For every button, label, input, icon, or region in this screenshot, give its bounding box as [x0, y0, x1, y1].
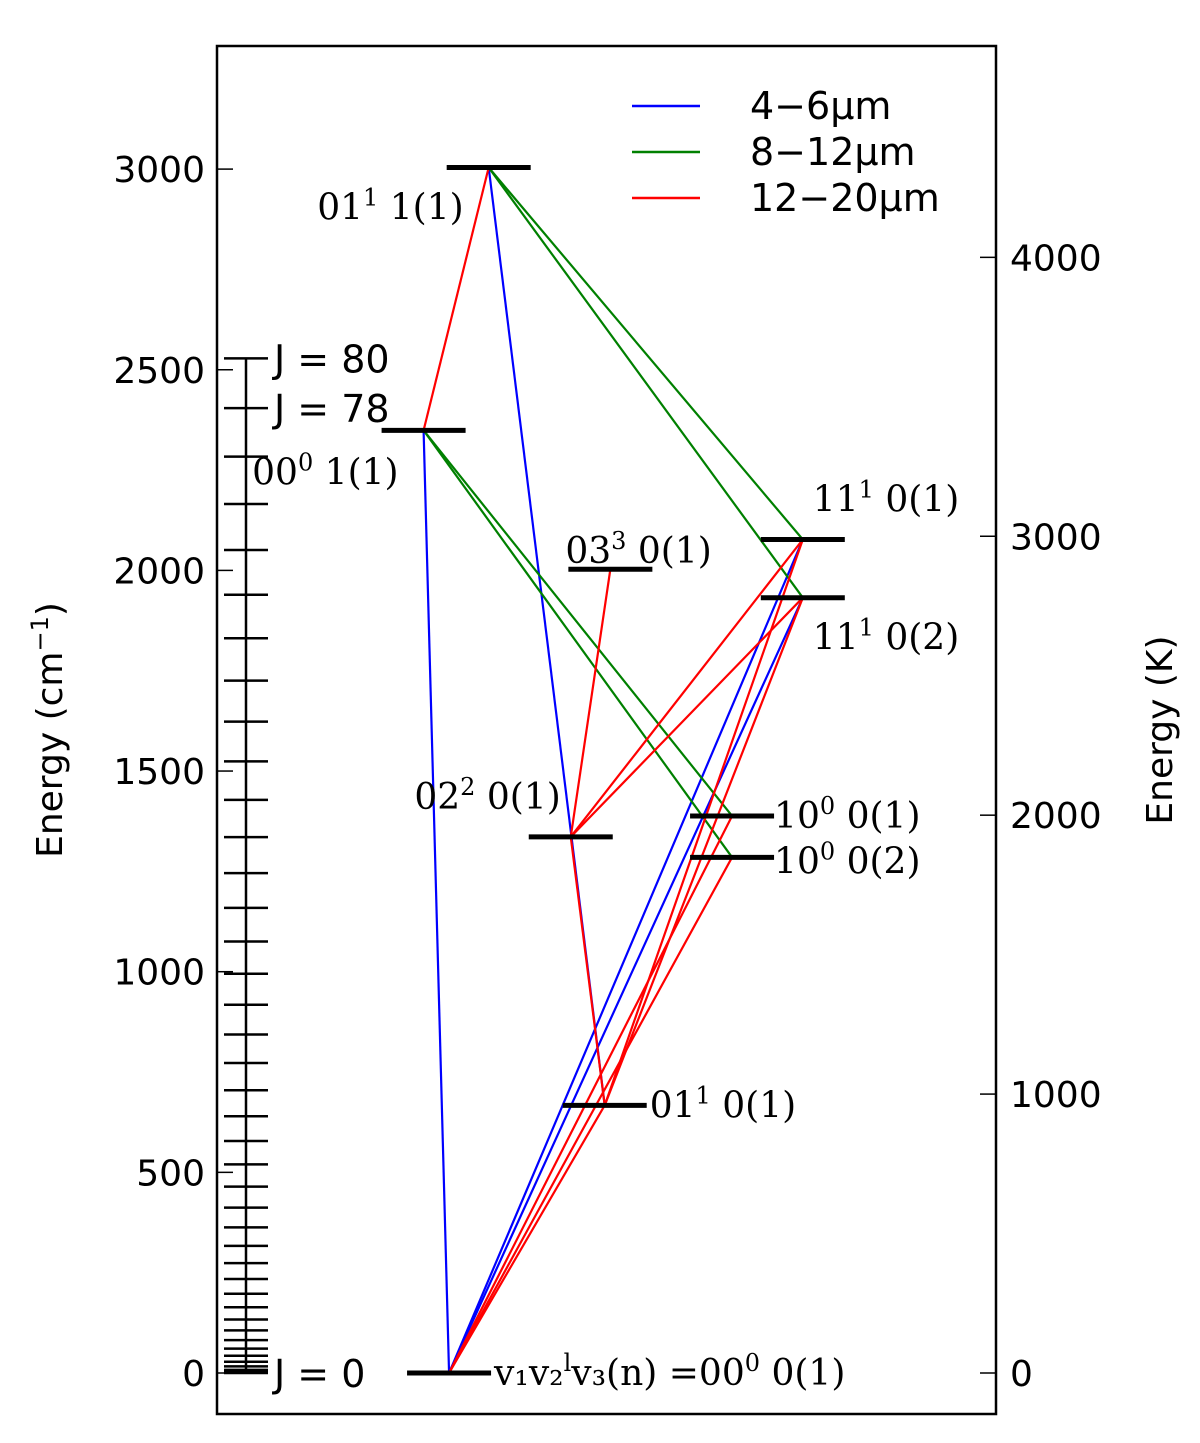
- level-label-part: 11: [813, 618, 859, 659]
- transition-lines: [422, 166, 804, 1374]
- transition-ground-00011: [422, 430, 451, 1374]
- level-label-part: 1: [859, 614, 874, 642]
- j-label: J = 78: [272, 387, 390, 431]
- transition-02200-03300: [569, 569, 612, 838]
- level-label-part: 0(1): [835, 796, 920, 837]
- level-label-part: 0(2): [835, 841, 920, 882]
- level-label-part: 0(1): [475, 777, 560, 818]
- legend-label: 12−20μm: [750, 176, 940, 220]
- level-label-part: 10: [774, 796, 820, 837]
- level-label-part: 0(1): [874, 479, 959, 520]
- j-label: J = 0: [272, 1352, 365, 1396]
- transition-02200-11102: [569, 596, 804, 838]
- transition-00011-01111: [422, 167, 490, 431]
- left-tick-label: 500: [136, 1153, 205, 1194]
- level-label-00011: 000 1(1): [252, 448, 398, 493]
- level-label-part: 0(1): [711, 1085, 796, 1126]
- level-label-ground: v₁v₂lv₃(n) =000 0(1): [493, 1349, 845, 1394]
- level-label-part: 3: [611, 527, 626, 555]
- level-label-02200: 022 0(1): [414, 773, 560, 818]
- left-tick-label: 1500: [113, 752, 205, 793]
- level-label-part: 1(1): [313, 452, 398, 493]
- level-label-part: 0(2): [874, 618, 959, 659]
- level-label-part: 0(1): [626, 531, 711, 572]
- transition-00011-10002: [422, 429, 733, 858]
- level-label-part: 1: [859, 475, 874, 503]
- level-label-10001: 100 0(1): [774, 792, 920, 837]
- right-tick-label: 0: [1010, 1354, 1033, 1395]
- plot-frame: [215, 44, 998, 1416]
- transition-01110-02200: [569, 836, 606, 1106]
- level-label-03300: 033 0(1): [565, 527, 711, 572]
- transition-ground-11102: [448, 597, 804, 1374]
- level-label-10002: 100 0(2): [774, 837, 920, 882]
- level-label-11102: 111 0(2): [813, 614, 959, 659]
- vibrational-levels: v₁v₂lv₃(n) =000 0(1)011 0(1)022 0(1)100 …: [252, 164, 959, 1394]
- level-label-part: 0: [745, 1349, 760, 1377]
- legend-label: 8−12μm: [750, 130, 916, 174]
- transition-01111-11101: [487, 166, 804, 541]
- level-label-part: 2: [460, 773, 475, 801]
- level-label-part: v₁v₂: [493, 1353, 564, 1394]
- level-label-part: 03: [565, 531, 611, 572]
- transition-ground-10001: [448, 815, 734, 1374]
- level-label-part: 1(1): [378, 187, 463, 228]
- transition-00011-10001: [422, 429, 733, 817]
- level-label-part: 01: [650, 1085, 696, 1126]
- right-tick-label: 4000: [1010, 238, 1102, 279]
- right-tick-label: 1000: [1010, 1075, 1102, 1116]
- level-label-part: 0: [820, 837, 835, 865]
- right-tick-label: 2000: [1010, 796, 1102, 837]
- level-label-01111: 011 1(1): [317, 183, 463, 228]
- transition-ground-10002: [448, 856, 734, 1374]
- level-label-part: 11: [813, 479, 859, 520]
- left-tick-label: 2500: [113, 351, 205, 392]
- transition-ground-01110: [448, 1104, 606, 1374]
- level-label-01110: 011 0(1): [650, 1081, 796, 1126]
- level-label-part: 01: [317, 187, 363, 228]
- level-label-part: 1: [363, 183, 378, 211]
- left-tick-label: 3000: [113, 150, 205, 191]
- level-label-part: 02: [414, 777, 460, 818]
- level-label-part: 00: [252, 452, 298, 493]
- level-label-part: 0: [820, 792, 835, 820]
- level-label-part: 0(1): [760, 1353, 845, 1394]
- transition-ground-11101: [448, 539, 804, 1374]
- left-tick-label: 1000: [113, 953, 205, 994]
- right-tick-label: 3000: [1010, 517, 1102, 558]
- legend-label: 4−6μm: [750, 84, 891, 128]
- level-label-11101: 111 0(1): [813, 475, 959, 520]
- left-tick-label: 0: [182, 1354, 205, 1395]
- transition-02200-11101: [569, 538, 804, 838]
- level-label-part: l: [564, 1349, 572, 1377]
- level-label-part: 0: [298, 448, 313, 476]
- left-tick-label: 2000: [113, 551, 205, 592]
- rotational-ladder: J = 80 J = 78 J = 0: [224, 337, 390, 1396]
- j-label: J = 80: [272, 337, 390, 381]
- level-label-part: 1: [696, 1081, 711, 1109]
- right-axis-label: Energy (K): [1140, 635, 1181, 824]
- right-axis: 0 1000 2000 3000 4000: [980, 238, 1102, 1395]
- level-label-part: 10: [774, 841, 820, 882]
- transition-01110-11102: [603, 597, 804, 1106]
- transition-01111-11102: [487, 166, 804, 599]
- left-axis: 0 500 1000 1500 2000 2500 3000: [113, 150, 233, 1395]
- level-label-part: v₃(n) =00: [570, 1353, 744, 1394]
- transition-01110-11101: [603, 539, 804, 1106]
- left-axis-label: Energy (cm−1): [26, 602, 71, 858]
